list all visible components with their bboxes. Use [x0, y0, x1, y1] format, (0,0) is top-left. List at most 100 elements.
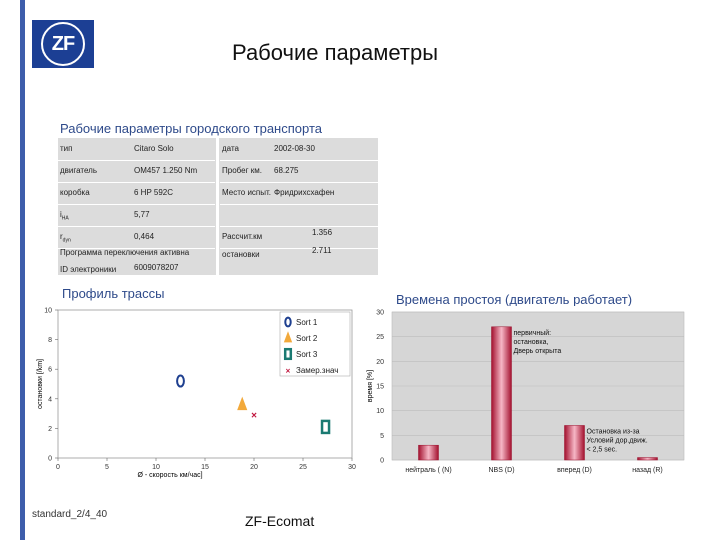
param-key: двигатель [60, 166, 97, 175]
left-accent-bar [20, 0, 25, 540]
y-tick-label: 4 [48, 396, 52, 403]
scatter-point [320, 419, 331, 435]
scatter-point [237, 396, 248, 411]
param-row: iHA 5,77 [58, 204, 215, 227]
param-key: остановки [222, 250, 260, 259]
param-row: Рассчит.км 1.356 [220, 226, 378, 249]
param-key: rdyn [60, 232, 71, 244]
x-tick-label: 10 [152, 464, 160, 471]
annotation-line: Условий дор.движ. [587, 436, 648, 444]
chart-legend: Sort 1 Sort 2 Sort 3 × Замер.знач [279, 311, 351, 377]
params-table: тип Citaro Solo двигатель OM457 1.250 Nm… [58, 138, 378, 275]
legend-marker [283, 331, 293, 343]
bar [491, 326, 512, 461]
legend-label: Sort 3 [296, 350, 318, 359]
scatter-point [176, 374, 185, 388]
param-row: ID электроники 6009078207 [58, 262, 215, 275]
param-value: Фридрихсхафен [274, 188, 335, 197]
downtime-bar-chart: 0 5 10 15 20 25 30 нейтраль ( (N) NBS (D) вперед … [362, 306, 692, 481]
param-key: коробка [60, 188, 90, 197]
annotation-line: < 2,5 sec. [587, 446, 618, 453]
legend-marker [283, 347, 293, 361]
param-value: Citaro Solo [134, 144, 174, 153]
x-tick-label: NBS (D) [488, 467, 514, 474]
zf-logo: ZF [32, 20, 94, 68]
bar [564, 425, 585, 461]
y-tick-label: 8 [48, 337, 52, 344]
x-tick-label: 25 [299, 464, 307, 471]
y-tick-label: 0 [380, 458, 384, 465]
param-row: тип Citaro Solo [58, 138, 215, 161]
param-key: Место испыт. [222, 188, 271, 197]
param-row [220, 204, 378, 227]
params-left-column: тип Citaro Solo двигатель OM457 1.250 Nm… [58, 138, 215, 275]
footer-code: standard_2/4_40 [32, 509, 108, 520]
y-axis-label: остановки [/km] [37, 359, 44, 409]
annotation-line: Остановка из-за [587, 428, 640, 435]
x-tick-label: 0 [56, 464, 60, 471]
param-key: iHA [60, 210, 69, 222]
annotation-line: остановка, [514, 339, 549, 346]
param-value: 2002-08-30 [274, 144, 315, 153]
y-tick-label: 2 [48, 426, 52, 433]
param-value: 5,77 [134, 210, 150, 219]
param-value: 6 HP 592C [134, 188, 173, 197]
param-row: двигатель OM457 1.250 Nm [58, 160, 215, 183]
y-tick-label: 5 [380, 433, 384, 440]
y-tick-label: 15 [376, 384, 384, 391]
param-value: 1.356 [312, 228, 333, 237]
param-value: 68.275 [274, 166, 299, 175]
y-tick-label: 10 [376, 408, 384, 415]
y-tick-label: 10 [44, 308, 52, 315]
param-row: остановки 2.711 [220, 246, 378, 270]
y-axis-label: время [%] [367, 370, 374, 402]
params-divider [216, 138, 219, 275]
x-tick-label: 15 [201, 464, 209, 471]
x-axis-label: Ø - скорость км/час] [137, 472, 202, 479]
bar [637, 457, 658, 461]
param-key: Рассчит.км [222, 232, 263, 241]
scatter-point: × [251, 411, 257, 422]
legend-label: Sort 2 [296, 334, 318, 343]
param-row: rdyn 0,464 [58, 226, 215, 249]
y-tick-label: 20 [376, 359, 384, 366]
param-row: Место испыт. Фридрихсхафен [220, 182, 378, 205]
annotation-line: первичный: [514, 329, 552, 337]
legend-marker: × [286, 367, 291, 376]
param-value: OM457 1.250 Nm [134, 166, 198, 175]
param-key: тип [60, 144, 73, 153]
params-right-column: дата 2002-08-30 Пробег км. 68.275 Место … [220, 138, 378, 275]
param-row: Пробег км. 68.275 [220, 160, 378, 183]
logo-text: ZF [51, 32, 75, 55]
annotation-line: Дверь открыта [514, 348, 562, 355]
y-tick-label: 0 [48, 456, 52, 463]
param-row: Программа переключения активна [58, 248, 215, 262]
param-row: коробка 6 HP 592C [58, 182, 215, 205]
param-key: ID электроники [60, 265, 117, 274]
x-tick-label: 30 [348, 464, 356, 471]
bar [418, 444, 439, 461]
param-key: дата [222, 144, 239, 153]
param-value: 0,464 [134, 232, 155, 241]
param-row: дата 2002-08-30 [220, 138, 378, 161]
param-key: Программа переключения активна [60, 248, 190, 257]
route-profile-chart: 0 5 10 15 20 25 30 0 2 4 6 8 10 × Sort 1 Sort 2 Sort 3 × З… [30, 302, 360, 482]
legend-label: Sort 1 [296, 318, 318, 327]
route-chart-title: Профиль трассы [62, 286, 165, 301]
logo-circle: ZF [41, 22, 85, 66]
y-tick-label: 6 [48, 367, 52, 374]
footer-title: ZF-Ecomat [245, 513, 315, 529]
x-tick-label: вперед (D) [557, 467, 592, 474]
param-value: 6009078207 [134, 263, 179, 272]
param-value: 2.711 [312, 246, 332, 255]
params-title: Рабочие параметры городского транспорта [60, 121, 322, 136]
downtime-chart-title: Времена простоя (двигатель работает) [396, 292, 633, 307]
legend-marker [284, 316, 292, 328]
param-key: Пробег км. [222, 166, 262, 175]
x-tick-label: 20 [250, 464, 258, 471]
x-tick-label: назад (R) [632, 467, 663, 474]
page-title: Рабочие параметры [232, 40, 439, 65]
legend-label: Замер.знач [296, 366, 338, 375]
x-tick-label: нейтраль ( (N) [405, 466, 451, 474]
